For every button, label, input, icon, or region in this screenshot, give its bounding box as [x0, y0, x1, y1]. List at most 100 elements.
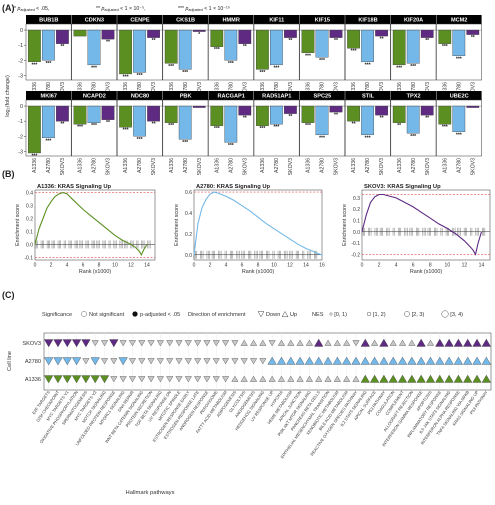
facet-gene-label: KIF18B — [358, 18, 377, 24]
bar-sig-stars: *** — [442, 125, 448, 131]
bar-A1336 — [119, 105, 132, 128]
bar-A2780 — [133, 29, 146, 73]
up-triangle-marker — [305, 339, 313, 346]
legend-sig-label: p-adjusted < .05 — [140, 312, 180, 318]
x-tick-label: SKOV3 — [106, 158, 112, 175]
facet-frame — [25, 23, 72, 81]
down-triangle-marker — [90, 357, 100, 366]
up-triangle-marker — [397, 356, 408, 365]
bar-sig-stars: *** — [137, 73, 143, 79]
down-triangle-marker — [203, 340, 211, 347]
facet-frame — [253, 99, 300, 157]
x-tick-label: 12 — [287, 263, 293, 269]
up-triangle-marker — [444, 374, 454, 383]
x-tick-label: 6 — [82, 263, 85, 269]
facet-header — [208, 91, 254, 100]
bar-SKOV3 — [420, 29, 434, 38]
bar-sig-stars: ** — [243, 44, 247, 50]
legend-nes-label: [3, 4) — [450, 312, 463, 318]
down-triangle-marker — [90, 375, 100, 384]
up-triangle-marker — [416, 374, 426, 383]
x-tick-label: A1336 — [351, 158, 357, 173]
facet-frame — [162, 99, 209, 157]
down-triangle-marker — [119, 376, 127, 383]
bar-sig-stars: *** — [45, 138, 51, 144]
up-triangle-marker — [379, 338, 389, 347]
bar-A1336 — [73, 105, 87, 125]
facet-frame — [71, 23, 118, 81]
y-tick-label: -3 — [18, 149, 23, 155]
down-triangle-marker — [147, 376, 155, 383]
facet-frame — [25, 99, 72, 157]
down-triangle-marker — [156, 376, 164, 383]
bar-sig-stars: ** — [397, 123, 401, 129]
gsea-frame — [34, 189, 156, 261]
y-tick-label: -2 — [18, 58, 23, 64]
facet-header — [254, 91, 300, 100]
y-tick-label: 0.1 — [26, 229, 33, 235]
panel-a: (A) * padjusted < .05, ** padjusted < 1 ×… — [2, 3, 482, 175]
gsea-frame — [361, 189, 491, 261]
bar-sig-stars: *** — [365, 62, 371, 68]
bar-sig-stars: ** — [334, 38, 338, 44]
x-tick-label: 6 — [241, 263, 244, 269]
bar-A1336 — [438, 105, 452, 125]
x-tick-label: 0 — [361, 263, 364, 269]
down-triangle-marker — [71, 339, 82, 348]
down-triangle-marker — [175, 340, 183, 347]
up-triangle-marker — [324, 339, 332, 346]
x-tick-label: A1336 — [169, 158, 175, 173]
up-triangle-marker — [360, 338, 370, 347]
bar-A2780 — [406, 105, 420, 134]
x-tick-label: SKOV3 — [288, 158, 294, 175]
down-triangle-marker — [184, 340, 192, 347]
x-tick-label: 8 — [98, 263, 101, 269]
down-triangle-marker — [44, 357, 54, 366]
legend-nes-symbol — [366, 311, 372, 317]
x-tick-label: SKOV3 — [334, 158, 340, 175]
down-triangle-marker — [259, 358, 267, 365]
gsea-ylabel: Enrichment score — [342, 204, 348, 246]
bar-A1336 — [392, 29, 406, 66]
bar-SKOV3 — [101, 29, 115, 40]
facet-header — [117, 91, 163, 100]
down-triangle-marker — [101, 340, 109, 347]
bar-A2780 — [315, 29, 329, 58]
down-triangle-marker — [138, 376, 146, 383]
y-tick-label: -1 — [18, 43, 23, 49]
dot-plot-frame — [43, 332, 492, 391]
up-triangle-marker — [342, 356, 352, 365]
bar-sig-stars: ** — [243, 116, 247, 122]
sig-cond: < 1 × 10⁻⁵, — [119, 6, 146, 12]
facet-frame — [436, 23, 482, 81]
down-triangle-marker — [194, 340, 202, 347]
down-triangle-marker — [268, 340, 276, 347]
down-triangle-marker — [184, 358, 192, 365]
panel-b: (B) A1336: KRAS Signaling Up 0.4 0.3 0.2 0.1… — [2, 169, 491, 275]
facet-header — [71, 15, 117, 24]
facet-gene-label: UBE2C — [450, 94, 469, 100]
facet-gene-label: KIF11 — [269, 18, 284, 24]
x-tick-label: SKOV3 — [379, 158, 385, 175]
x-tick-label: SKOV3 — [470, 158, 476, 175]
y-tick-label: 0.0 — [185, 253, 192, 259]
facet-header — [208, 15, 254, 24]
facet-gene-label: NCAPD2 — [83, 94, 106, 100]
down-triangle-marker — [91, 340, 99, 347]
up-triangle-marker — [472, 356, 482, 365]
bar-SKOV3 — [375, 105, 388, 116]
sig-stars: *** — [178, 6, 186, 12]
up-triangle-marker — [332, 356, 342, 365]
up-triangle-marker — [295, 356, 305, 365]
bar-sig-stars: * — [198, 32, 200, 38]
y-tick-label: 0.6 — [185, 190, 192, 196]
facet-header — [436, 91, 482, 100]
down-triangle-marker — [203, 358, 211, 365]
down-triangle-marker — [44, 339, 54, 348]
x-tick-label: A2780 — [456, 82, 462, 97]
facet-header — [26, 91, 72, 100]
x-tick-label: A2780 — [183, 82, 189, 97]
bar-sig-stars: *** — [31, 62, 37, 68]
down-triangle-marker — [128, 340, 136, 347]
